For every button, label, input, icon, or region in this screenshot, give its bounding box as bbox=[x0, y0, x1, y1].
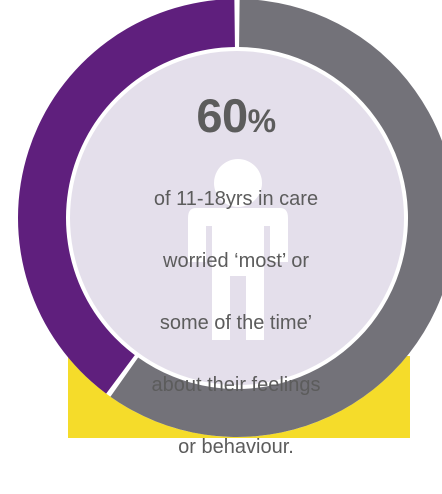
description-line: some of the time’ bbox=[159, 312, 313, 334]
percent-symbol: % bbox=[247, 103, 276, 139]
donut-slice-1 bbox=[18, 0, 235, 394]
person-figure-icon bbox=[188, 159, 288, 340]
description-line: about their feelings bbox=[151, 374, 321, 396]
percentage-stat: 60% bbox=[96, 92, 376, 139]
infographic: 60% of 11-18yrs in care worried ‘most’ o… bbox=[18, 0, 442, 458]
stat-number: 60 bbox=[196, 89, 248, 142]
description-line: worried ‘most’ or bbox=[163, 250, 309, 272]
description-line: of 11-18yrs in care bbox=[153, 188, 319, 210]
donut-chart bbox=[18, 0, 442, 438]
stat-description: of 11-18yrs in care worried ‘most’ or so… bbox=[96, 153, 376, 494]
center-label: 60% of 11-18yrs in care worried ‘most’ o… bbox=[96, 92, 376, 494]
donut-slice-0 bbox=[110, 0, 442, 437]
description-line: or behaviour. bbox=[178, 436, 294, 458]
